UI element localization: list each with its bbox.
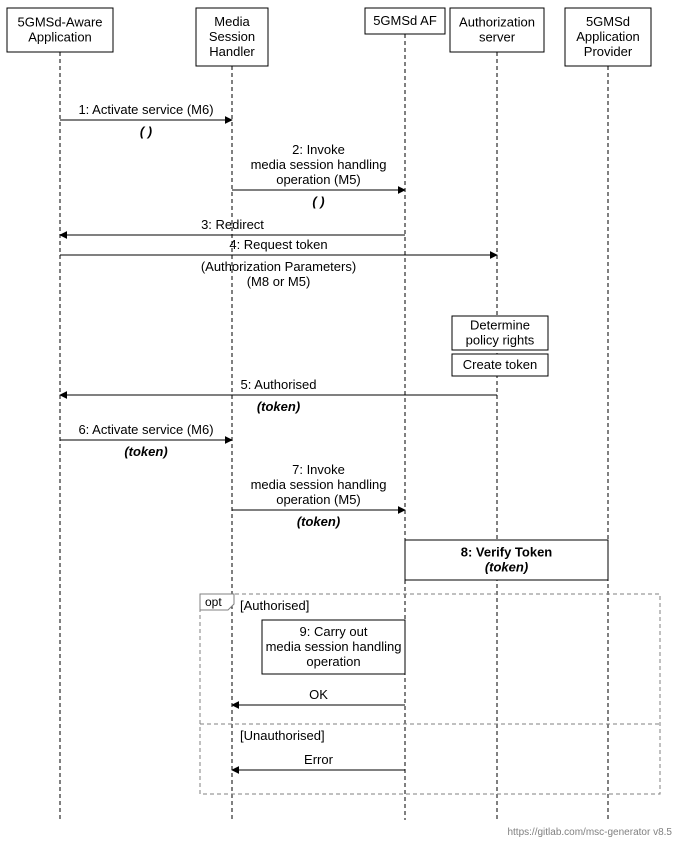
participant-label: Handler: [209, 44, 255, 59]
message-label: operation (M5): [276, 172, 361, 187]
action-text: 8: Verify Token: [461, 545, 553, 560]
message-param: (token): [124, 444, 167, 459]
opt-guard: [Unauthorised]: [240, 728, 325, 743]
message-label: 1: Activate service (M6): [78, 102, 213, 117]
participant-label: 5GMSd: [586, 14, 630, 29]
action-text: Determine: [470, 318, 530, 333]
participant-label: server: [479, 30, 516, 45]
action-text: policy rights: [466, 333, 535, 348]
action-text: 9: Carry out: [300, 624, 368, 639]
sequence-diagram: 5GMSd-AwareApplicationMediaSessionHandle…: [0, 0, 686, 847]
message-label: operation (M5): [276, 492, 361, 507]
action-text: Create token: [463, 357, 537, 372]
footer-text: https://gitlab.com/msc-generator v8.5: [507, 827, 672, 838]
message-label: Error: [304, 752, 334, 767]
action-text: operation: [306, 654, 360, 669]
message-label: 3: Redirect: [201, 217, 264, 232]
participant-label: Session: [209, 29, 255, 44]
participant-label: Media: [214, 14, 250, 29]
opt-guard: [Authorised]: [240, 598, 309, 613]
message-label: 5: Authorised: [241, 377, 317, 392]
participant-label: 5GMSd-Aware: [17, 15, 102, 30]
message-sublabel: (Authorization Parameters): [201, 259, 356, 274]
message-label: 6: Activate service (M6): [78, 422, 213, 437]
action-param: (token): [485, 560, 528, 575]
message-sublabel: (M8 or M5): [247, 274, 311, 289]
message-label: media session handling: [251, 157, 387, 172]
message-param: ( ): [312, 194, 324, 209]
message-label: media session handling: [251, 477, 387, 492]
participant-label: Application: [576, 29, 640, 44]
participant-label: 5GMSd AF: [373, 13, 437, 28]
message-label: 4: Request token: [229, 237, 327, 252]
participant-label: Application: [28, 30, 92, 45]
message-param: ( ): [140, 124, 152, 139]
participant-label: Provider: [584, 44, 633, 59]
message-label: 7: Invoke: [292, 462, 345, 477]
message-label: 2: Invoke: [292, 142, 345, 157]
message-label: OK: [309, 687, 328, 702]
opt-label: opt: [205, 595, 222, 609]
message-param: (token): [257, 399, 300, 414]
participant-label: Authorization: [459, 15, 535, 30]
action-text: media session handling: [266, 639, 402, 654]
message-param: (token): [297, 514, 340, 529]
